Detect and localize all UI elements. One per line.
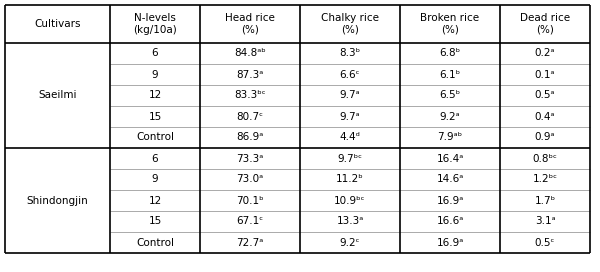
Text: 16.4ᵃ: 16.4ᵃ [436,153,464,163]
Text: 14.6ᵃ: 14.6ᵃ [436,175,464,184]
Text: 84.8ᵃᵇ: 84.8ᵃᵇ [234,48,266,58]
Text: 9: 9 [152,70,158,79]
Text: 72.7ᵃ: 72.7ᵃ [236,237,263,248]
Text: 9.2ᵃ: 9.2ᵃ [440,112,460,122]
Text: 9.2ᶜ: 9.2ᶜ [340,237,360,248]
Text: 16.9ᵃ: 16.9ᵃ [436,196,464,206]
Text: 3.1ᵃ: 3.1ᵃ [535,217,556,227]
Text: 0.5ᶜ: 0.5ᶜ [535,237,555,248]
Text: 9.7ᵇᶜ: 9.7ᵇᶜ [337,153,362,163]
Text: 87.3ᵃ: 87.3ᵃ [236,70,263,79]
Text: 0.1ᵃ: 0.1ᵃ [535,70,555,79]
Text: 0.4ᵃ: 0.4ᵃ [535,112,555,122]
Text: 1.2ᵇᶜ: 1.2ᵇᶜ [533,175,557,184]
Text: 12: 12 [148,91,161,100]
Text: 73.3ᵃ: 73.3ᵃ [236,153,263,163]
Text: Cultivars: Cultivars [34,19,81,29]
Text: 13.3ᵃ: 13.3ᵃ [337,217,364,227]
Text: Chalky rice
(%): Chalky rice (%) [321,13,379,35]
Text: 16.9ᵃ: 16.9ᵃ [436,237,464,248]
Text: 9.7ᵃ: 9.7ᵃ [340,112,361,122]
Text: 15: 15 [148,217,161,227]
Text: 0.9ᵃ: 0.9ᵃ [535,132,555,143]
Text: 16.6ᵃ: 16.6ᵃ [436,217,464,227]
Text: 80.7ᶜ: 80.7ᶜ [236,112,263,122]
Text: 0.2ᵃ: 0.2ᵃ [535,48,555,58]
Text: 15: 15 [148,112,161,122]
Text: 11.2ᵇ: 11.2ᵇ [336,175,364,184]
Text: 73.0ᵃ: 73.0ᵃ [236,175,263,184]
Text: 1.7ᵇ: 1.7ᵇ [535,196,556,206]
Text: Head rice
(%): Head rice (%) [225,13,275,35]
Text: Shindongjin: Shindongjin [26,196,88,206]
Text: 0.8ᵇᶜ: 0.8ᵇᶜ [533,153,557,163]
Text: 0.5ᵃ: 0.5ᵃ [535,91,555,100]
Text: 86.9ᵃ: 86.9ᵃ [236,132,263,143]
Text: N-levels
(kg/10a): N-levels (kg/10a) [133,13,177,35]
Text: 6.1ᵇ: 6.1ᵇ [439,70,461,79]
Text: 6: 6 [152,48,158,58]
Text: Broken rice
(%): Broken rice (%) [421,13,479,35]
Text: 67.1ᶜ: 67.1ᶜ [236,217,263,227]
Text: 4.4ᵈ: 4.4ᵈ [340,132,361,143]
Text: Dead rice
(%): Dead rice (%) [520,13,570,35]
Text: 8.3ᵇ: 8.3ᵇ [340,48,361,58]
Text: Control: Control [136,132,174,143]
Text: 9.7ᵃ: 9.7ᵃ [340,91,361,100]
Text: 83.3ᵇᶜ: 83.3ᵇᶜ [234,91,266,100]
Text: 12: 12 [148,196,161,206]
Text: 7.9ᵃᵇ: 7.9ᵃᵇ [437,132,463,143]
Text: Control: Control [136,237,174,248]
Text: 9: 9 [152,175,158,184]
Text: 70.1ᵇ: 70.1ᵇ [236,196,264,206]
Text: Saeilmi: Saeilmi [38,91,77,100]
Text: 6.8ᵇ: 6.8ᵇ [439,48,461,58]
Text: 10.9ᵇᶜ: 10.9ᵇᶜ [334,196,366,206]
Text: 6.6ᶜ: 6.6ᶜ [340,70,360,79]
Text: 6: 6 [152,153,158,163]
Text: 6.5ᵇ: 6.5ᵇ [439,91,461,100]
